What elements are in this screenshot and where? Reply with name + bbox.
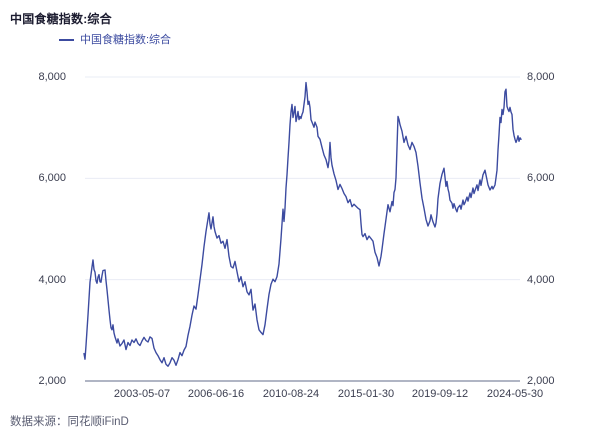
data-source: 数据来源：同花顺iFinD [10, 416, 129, 428]
x-axis-label: 2010-08-24 [262, 388, 320, 400]
chart-title: 中国食糖指数:综合 [10, 12, 112, 26]
y-axis-label-left: 4,000 [38, 273, 66, 286]
y-axis-label-right: 6,000 [527, 172, 555, 185]
y-axis-label-left: 8,000 [38, 71, 66, 83]
price-line[interactable] [83, 81, 522, 367]
y-axis-label-left: 6,000 [38, 172, 66, 185]
x-axis-label: 2019-09-12 [411, 388, 469, 400]
legend-line-marker [59, 39, 74, 41]
x-axis-label: 2003-05-07 [113, 388, 171, 400]
y-axis-label-right: 2,000 [527, 375, 555, 387]
x-axis-label: 2024-05-30 [486, 388, 544, 400]
x-axis-label: 2006-06-16 [187, 388, 245, 400]
legend[interactable]: 中国食糖指数:综合 [59, 34, 171, 46]
y-axis-label-right: 8,000 [527, 71, 555, 83]
y-axis-label-left: 2,000 [38, 375, 66, 387]
x-axis-label: 2015-01-30 [337, 388, 395, 400]
legend-label: 中国食糖指数:综合 [80, 34, 172, 46]
y-axis-label-right: 4,000 [527, 273, 555, 286]
